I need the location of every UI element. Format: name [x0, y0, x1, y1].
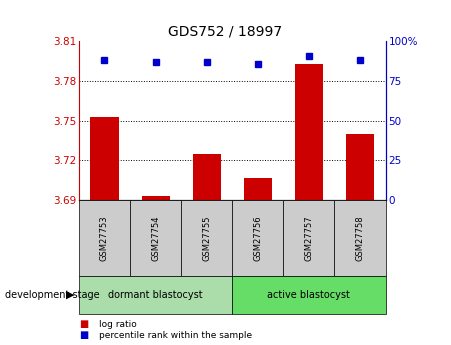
Bar [193, 154, 221, 200]
Text: GSM27755: GSM27755 [202, 215, 211, 261]
Text: ■: ■ [79, 330, 88, 340]
Bar [244, 178, 272, 200]
Bar [181, 200, 232, 276]
Text: ▶: ▶ [66, 290, 74, 300]
Bar [130, 200, 181, 276]
Bar [346, 134, 374, 200]
Text: GSM27758: GSM27758 [355, 215, 364, 261]
Text: GSM27757: GSM27757 [304, 215, 313, 261]
Text: active blastocyst: active blastocyst [267, 290, 350, 300]
Bar [335, 200, 386, 276]
Bar [90, 117, 119, 200]
Bar [142, 196, 170, 200]
Text: GSM27754: GSM27754 [151, 215, 160, 261]
Bar [232, 200, 283, 276]
Bar [283, 200, 335, 276]
Text: GDS752 / 18997: GDS752 / 18997 [168, 24, 283, 38]
Bar [79, 200, 130, 276]
Bar [79, 276, 232, 314]
Text: log ratio: log ratio [99, 321, 137, 329]
Text: dormant blastocyst: dormant blastocyst [108, 290, 203, 300]
Text: development stage: development stage [5, 290, 99, 300]
Bar [232, 276, 386, 314]
Text: GSM27756: GSM27756 [253, 215, 262, 261]
Bar [295, 64, 323, 200]
Text: percentile rank within the sample: percentile rank within the sample [99, 331, 253, 340]
Text: GSM27753: GSM27753 [100, 215, 109, 261]
Text: ■: ■ [79, 319, 88, 329]
